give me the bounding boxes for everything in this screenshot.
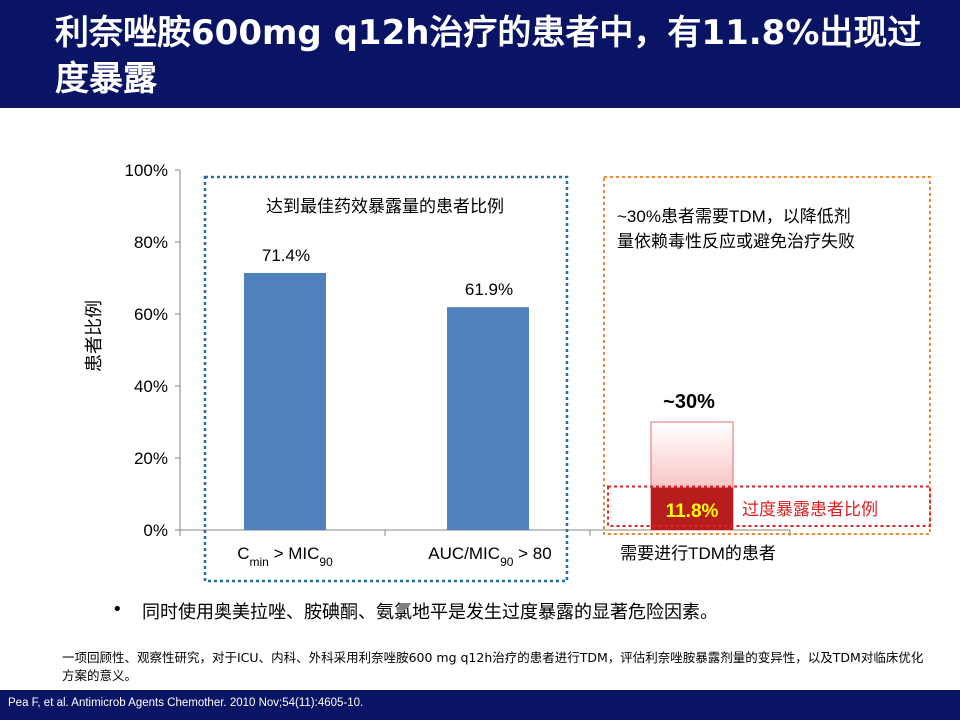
- overexposure-value-label: 11.8%: [666, 501, 719, 522]
- bar-value-label: 71.4%: [262, 246, 310, 265]
- bar-value-label: ~30%: [663, 391, 715, 413]
- y-tick-label: 60%: [134, 305, 168, 324]
- bar: [244, 272, 326, 530]
- x-category-label: AUC/MIC90 > 80: [428, 544, 551, 569]
- citation-bar: Pea F, et al. Antimicrob Agents Chemothe…: [0, 690, 960, 720]
- optimal-exposure-box: [203, 175, 569, 583]
- footnote: 一项回顾性、观察性研究，对于ICU、内科、外科采用利奈唑胺600 mg q12h…: [62, 650, 924, 683]
- slide-title: 利奈唑胺600mg q12h治疗的患者中，有11.8%出现过度暴露: [55, 13, 922, 99]
- bar: [447, 307, 529, 530]
- overexposure-label: 过度暴露患者比例: [742, 500, 878, 519]
- optimal-exposure-label: 达到最佳药效暴露量的患者比例: [266, 197, 504, 216]
- x-category-label: Cmin > MIC90: [237, 544, 333, 569]
- overexposure-box: [607, 485, 931, 527]
- tdm-note-line2: 量依赖毒性反应或避免治疗失败: [617, 232, 855, 251]
- y-tick-label: 80%: [134, 233, 168, 252]
- y-tick-label: 0%: [143, 521, 168, 540]
- bar-value-label: 61.9%: [465, 280, 513, 299]
- y-tick-label: 20%: [134, 449, 168, 468]
- tdm-note-line1: ~30%患者需要TDM，以降低剂: [617, 207, 851, 226]
- bar-chart: 0% 20% 40% 60% 80% 100% 患者比例 达到最佳药效暴露量的患者比例 ~30%…: [84, 161, 931, 583]
- bullet-text: 同时使用奥美拉唑、胺碘酮、氨氯地平是发生过度暴露的显著危险因素。: [142, 602, 718, 623]
- title-bar: 利奈唑胺600mg q12h治疗的患者中，有11.8%出现过度暴露: [0, 0, 960, 108]
- y-tick-label: 100%: [125, 161, 168, 180]
- y-tick-label: 40%: [134, 377, 168, 396]
- bullet-marker: •: [112, 599, 123, 620]
- y-axis-title: 患者比例: [84, 300, 104, 372]
- tdm-needed-box: [603, 176, 931, 535]
- citation-text: Pea F, et al. Antimicrob Agents Chemothe…: [8, 697, 364, 709]
- bar-overexposure: [651, 487, 733, 530]
- x-category-label: 需要进行TDM的患者: [620, 544, 776, 563]
